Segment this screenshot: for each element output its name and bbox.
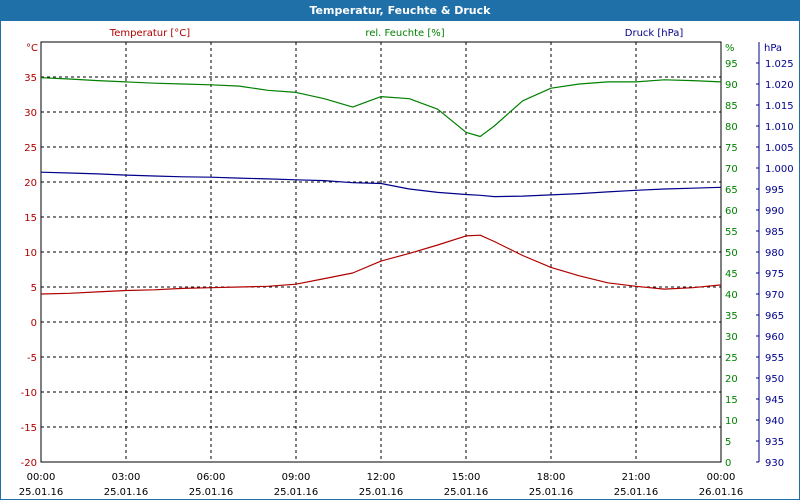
x-tick-time: 09:00 (282, 472, 311, 483)
x-tick-time: 00:00 (27, 472, 56, 483)
temperature-tick-label: 25 (24, 143, 37, 154)
chart-area: Temperatur [°C] rel. Feuchte [%] Druck [… (19, 28, 794, 498)
grid-lines (41, 42, 721, 462)
pressure-tick-label: 1.020 (765, 80, 794, 91)
humidity-tick-label: 50 (725, 248, 738, 259)
temperature-line (40, 234, 722, 295)
humidity-tick-label: 35 (725, 311, 738, 322)
x-tick-date: 25.01.16 (614, 487, 659, 498)
pressure-tick-label: 1.015 (765, 101, 794, 112)
x-tick-date: 25.01.16 (19, 487, 64, 498)
series-lines (40, 77, 722, 295)
x-tick-time: 21:00 (622, 472, 651, 483)
temperature-tick-label: -15 (21, 423, 37, 434)
humidity-tick-label: 40 (725, 290, 738, 301)
temperature-tick-label: 20 (24, 178, 37, 189)
pressure-unit: hPa (764, 43, 782, 54)
pressure-line (40, 171, 722, 198)
humidity-tick-label: 45 (725, 269, 738, 280)
pressure-tick-label: 1.005 (765, 143, 794, 154)
x-tick-date: 25.01.16 (104, 487, 149, 498)
x-tick-date: 25.01.16 (444, 487, 489, 498)
pressure-tick-label: 980 (765, 248, 784, 259)
pressure-tick-label: 930 (765, 458, 784, 469)
x-tick-time: 00:00 (707, 472, 736, 483)
pressure-tick-label: 945 (765, 395, 784, 406)
x-tick-date: 25.01.16 (359, 487, 404, 498)
pressure-tick-label: 995 (765, 185, 784, 196)
pressure-tick-label: 950 (765, 374, 784, 385)
temperature-tick-label: 35 (24, 73, 37, 84)
pressure-tick-label: 990 (765, 206, 784, 217)
pressure-tick-label: 965 (765, 311, 784, 322)
plot-frame (40, 41, 722, 463)
axis-ticks: 00:00 25.01.16 03:00 25.01.16 06:00 25.01.16 0… (19, 42, 794, 498)
humidity-tick-label: 80 (725, 122, 738, 133)
humidity-tick-label: 10 (725, 416, 738, 427)
humidity-tick-label: 65 (725, 185, 738, 196)
x-tick-date: 26.01.16 (699, 487, 744, 498)
humidity-axis-title: rel. Feuchte [%] (365, 28, 444, 39)
temperature-axis-title: Temperatur [°C] (109, 28, 190, 39)
x-tick-time: 15:00 (452, 472, 481, 483)
humidity-tick-label: 20 (725, 374, 738, 385)
temperature-tick-label: 15 (24, 213, 37, 224)
temperature-tick-label: -5 (27, 353, 37, 364)
humidity-tick-label: 70 (725, 164, 738, 175)
x-tick-date: 25.01.16 (274, 487, 319, 498)
pressure-tick-label: 1.010 (765, 122, 794, 133)
humidity-tick-label: 15 (725, 395, 738, 406)
humidity-unit: % (725, 43, 735, 54)
pressure-tick-label: 960 (765, 332, 784, 343)
x-tick-time: 06:00 (197, 472, 226, 483)
temperature-tick-label: -10 (21, 388, 37, 399)
temperature-unit: °C (26, 43, 38, 54)
x-tick-time: 12:00 (367, 472, 396, 483)
pressure-tick-label: 1.000 (765, 164, 794, 175)
humidity-tick-label: 75 (725, 143, 738, 154)
humidity-tick-label: 0 (725, 458, 731, 469)
humidity-tick-label: 5 (725, 437, 731, 448)
x-tick-date: 25.01.16 (529, 487, 574, 498)
x-tick-time: 18:00 (537, 472, 566, 483)
humidity-tick-label: 55 (725, 227, 738, 238)
humidity-tick-label: 85 (725, 101, 738, 112)
temperature-tick-label: 30 (24, 108, 37, 119)
pressure-tick-label: 940 (765, 416, 784, 427)
pressure-tick-label: 985 (765, 227, 784, 238)
x-tick-time: 03:00 (112, 472, 141, 483)
humidity-tick-label: 25 (725, 353, 738, 364)
pressure-tick-label: 1.025 (765, 59, 794, 70)
temperature-tick-label: 0 (31, 318, 37, 329)
temperature-tick-label: -20 (21, 458, 37, 469)
humidity-tick-label: 30 (725, 332, 738, 343)
pressure-tick-label: 935 (765, 437, 784, 448)
humidity-line (40, 77, 722, 138)
humidity-tick-label: 90 (725, 80, 738, 91)
pressure-tick-label: 975 (765, 269, 784, 280)
pressure-axis-title: Druck [hPa] (625, 28, 684, 39)
humidity-tick-label: 95 (725, 59, 738, 70)
temperature-tick-label: 5 (31, 283, 37, 294)
pressure-tick-label: 970 (765, 290, 784, 301)
x-tick-date: 25.01.16 (189, 487, 234, 498)
pressure-tick-label: 955 (765, 353, 784, 364)
temperature-tick-label: 10 (24, 248, 37, 259)
window-title: Temperatur, Feuchte & Druck (1, 1, 799, 21)
humidity-tick-label: 60 (725, 206, 738, 217)
